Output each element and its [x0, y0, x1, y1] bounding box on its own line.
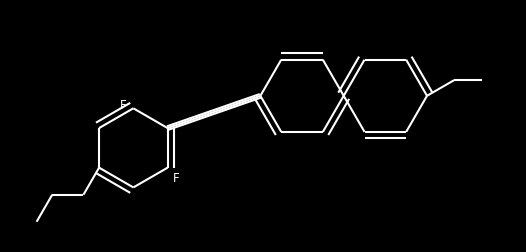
- Text: F: F: [119, 99, 126, 112]
- Text: F: F: [173, 172, 179, 185]
